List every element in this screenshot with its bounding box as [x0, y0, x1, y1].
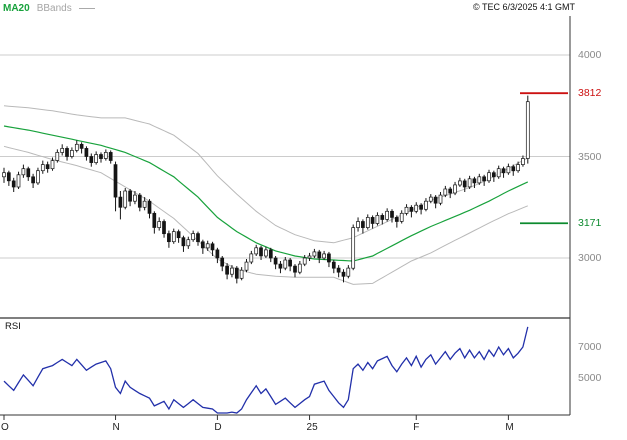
- x-axis-month-label: F: [413, 422, 420, 433]
- panel-borders: [0, 16, 571, 416]
- x-axis-month-label: D: [214, 422, 222, 433]
- level-label: 3171: [578, 217, 602, 230]
- copyright-text: © TEC 6/3/2025 4:1 GMT: [472, 2, 575, 12]
- rsi-panel-label: RSI: [5, 321, 21, 332]
- price-axis-label: 4000: [578, 49, 602, 61]
- price-level-lines: [520, 92, 568, 225]
- x-axis-month-label: N: [112, 422, 120, 433]
- x-axis-month-label: M: [505, 422, 514, 433]
- chart-legend: MA20 BBands: [3, 2, 95, 14]
- rsi-line: [3, 326, 529, 414]
- level-label: 3812: [578, 87, 602, 100]
- bbands-line-sample-icon: [78, 7, 95, 9]
- price-axis-label: 3500: [578, 150, 602, 163]
- rsi-axis-label: 7000: [578, 341, 602, 353]
- bbands-legend-label: BBands: [36, 2, 72, 14]
- x-axis-month-label: 25: [306, 422, 318, 433]
- rsi-axis-label: 5000: [578, 372, 602, 384]
- ma20-legend-label: MA20: [3, 2, 30, 14]
- x-axis-month-label: O: [1, 422, 9, 433]
- candlesticks: [2, 95, 530, 284]
- x-axis-ticks: [3, 415, 509, 420]
- price-axis-label: 3000: [578, 252, 602, 264]
